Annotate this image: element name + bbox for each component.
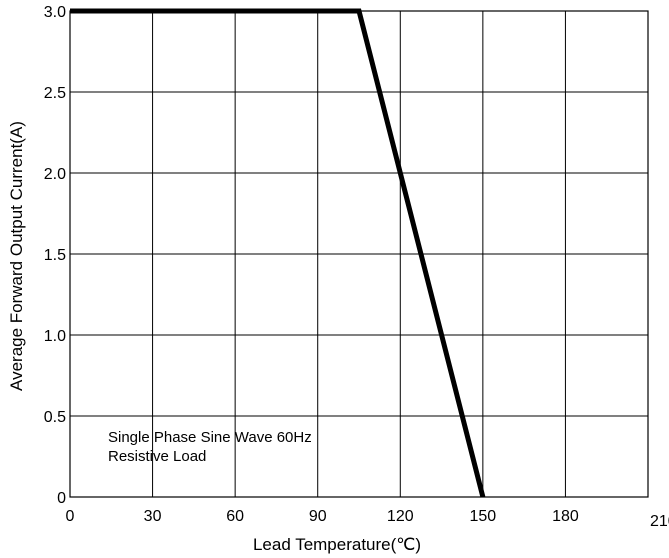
y-tick-labels: 0 0.5 1.0 1.5 2.0 2.5 3.0	[44, 4, 66, 507]
x-tick-label-6: 180	[552, 508, 579, 525]
x-axis-title: Lead Temperature(℃)	[253, 535, 421, 554]
x-tick-label-7: 210	[650, 513, 669, 530]
x-tick-label-1: 30	[144, 508, 162, 525]
series-layer	[70, 8, 486, 498]
annotation-line-1: Single Phase Sine Wave 60Hz	[108, 429, 312, 446]
y-tick-label-5: 2.5	[44, 85, 66, 102]
series-line-0	[70, 8, 486, 498]
grid	[70, 11, 648, 497]
x-tick-label-4: 120	[387, 508, 414, 525]
y-tick-label-6: 3.0	[44, 4, 66, 21]
x-tick-label-5: 150	[470, 508, 497, 525]
y-tick-label-0: 0	[57, 490, 66, 507]
y-tick-label-2: 1.0	[44, 328, 66, 345]
annotation-line-2: Resistive Load	[108, 448, 206, 465]
x-tick-label-3: 90	[309, 508, 327, 525]
x-tick-labels: 0 30 60 90 120 150 180 210	[66, 508, 669, 530]
x-tick-label-0: 0	[66, 508, 75, 525]
y-tick-label-4: 2.0	[44, 166, 66, 183]
y-tick-label-1: 0.5	[44, 409, 66, 426]
y-tick-label-3: 1.5	[44, 247, 66, 264]
x-tick-label-2: 60	[226, 508, 244, 525]
y-axis-title: Average Forward Output Current(A)	[7, 121, 26, 391]
